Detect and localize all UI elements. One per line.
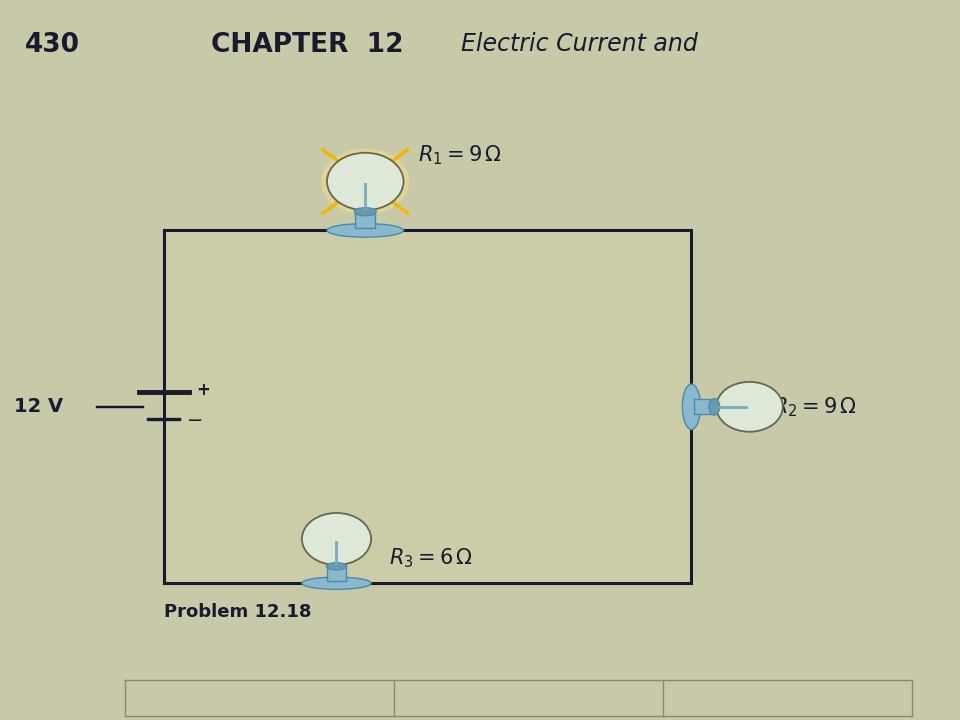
- Ellipse shape: [326, 562, 347, 570]
- Ellipse shape: [301, 577, 372, 590]
- Text: −: −: [187, 411, 204, 430]
- Text: +: +: [197, 382, 210, 400]
- Text: 12 V: 12 V: [14, 397, 63, 416]
- Circle shape: [301, 513, 372, 565]
- Bar: [694, 400, 714, 415]
- Text: $R_2 = 9\,\Omega$: $R_2 = 9\,\Omega$: [773, 395, 856, 418]
- Text: Problem 12.18: Problem 12.18: [164, 603, 311, 621]
- Text: 430: 430: [25, 32, 80, 58]
- Text: $R_1 = 9\,\Omega$: $R_1 = 9\,\Omega$: [418, 143, 502, 166]
- Circle shape: [327, 153, 403, 210]
- Bar: [355, 212, 375, 228]
- Ellipse shape: [354, 207, 376, 216]
- Circle shape: [322, 148, 409, 215]
- Text: CHAPTER  12: CHAPTER 12: [211, 32, 404, 58]
- Ellipse shape: [683, 384, 701, 429]
- Bar: [164, 230, 691, 583]
- Bar: [327, 567, 346, 581]
- Circle shape: [716, 382, 782, 432]
- Ellipse shape: [708, 398, 720, 415]
- Text: $R_3 = 6\,\Omega$: $R_3 = 6\,\Omega$: [389, 546, 473, 570]
- Text: Electric Current and: Electric Current and: [461, 32, 706, 56]
- Ellipse shape: [327, 224, 403, 237]
